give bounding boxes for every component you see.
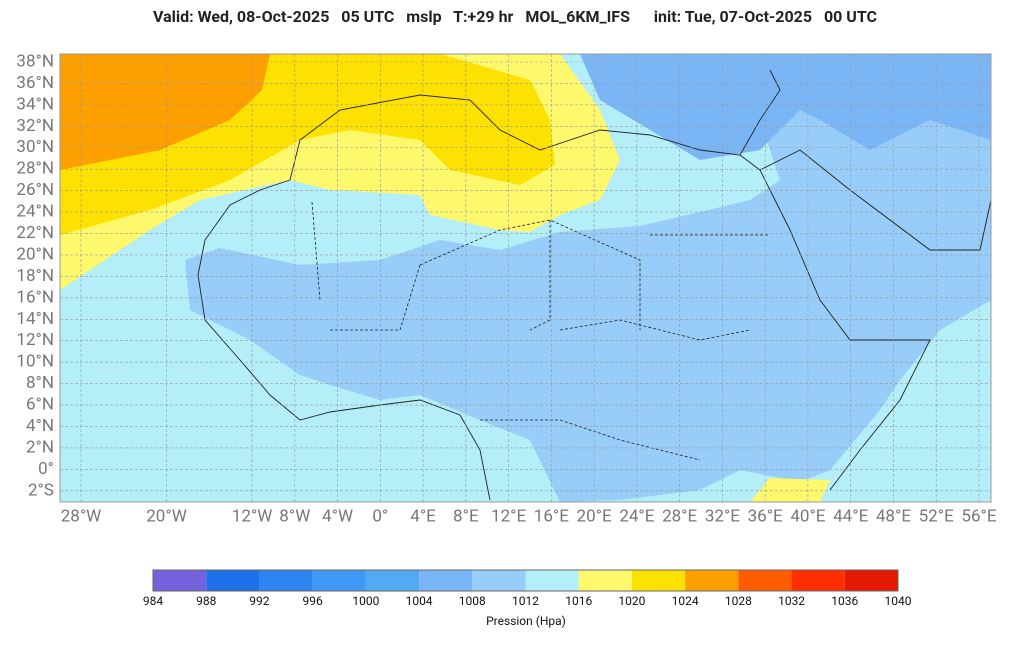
lat-label: 8°N [26,373,54,393]
colorbar-tick-label: 1012 [512,594,539,608]
title: Valid: Wed, 08-Oct-2025 05 UTC mslp T:+2… [153,7,877,26]
colorbar-swatch [844,570,898,591]
lat-label: 2°S [28,480,54,500]
colorbar-tick-label: 992 [249,594,269,608]
lon-label: 28°W [61,506,102,526]
lon-label: 28°E [662,506,697,526]
colorbar-swatch [472,570,526,591]
lon-label: 4°E [410,506,436,526]
colorbar-tick-label: 1016 [565,594,592,608]
lat-label: 32°N [16,116,54,136]
lat-label: 10°N [16,352,54,372]
colorbar-tick-label: 1008 [459,594,486,608]
lon-label: 20°E [577,506,612,526]
coastline [197,69,991,501]
lon-label: 36°E [748,506,783,526]
pressure-area [580,54,991,160]
colorbar: 984 988 992 996 1000 1004 1008 1012 1016 1020 1024… [143,569,912,608]
colorbar-tick-label: 1028 [725,594,752,608]
pressure-area [185,54,991,502]
lon-label: 40°E [790,506,825,526]
lon-label: 12°W [232,506,273,526]
colorbar-tick-label: 1020 [618,594,645,608]
lat-label: 38°N [16,51,54,71]
map [60,54,991,502]
colorbar-swatch [206,570,260,591]
lon-label: 8°E [453,506,479,526]
lon-label: 16°E [534,506,569,526]
colorbar-tick-label: 1032 [778,594,805,608]
colorbar-tick-label: 988 [196,594,216,608]
lon-label: 52°E [919,506,954,526]
borders [311,201,770,461]
colorbar-swatch [685,570,739,591]
lat-label: 6°N [26,395,54,415]
lat-label: 0° [38,459,54,479]
lon-label: 8°W [279,506,310,526]
map-border [59,53,992,503]
lon-label: 0° [372,506,388,526]
lat-label: 22°N [16,223,54,243]
colorbar-swatch [153,570,207,591]
colorbar-swatch [259,570,313,591]
colorbar-tick-label: 1004 [406,594,433,608]
colorbar-swatch [791,570,845,591]
colorbar-tick-label: 1036 [831,594,858,608]
lat-label: 14°N [16,309,54,329]
lon-label: 56°E [961,506,996,526]
lon-label: 32°E [705,506,740,526]
lat-label: 24°N [16,202,54,222]
colorbar-tick-label: 996 [303,594,323,608]
colorbar-tick-label: 1040 [885,594,912,608]
colorbar-swatch [525,570,579,591]
lat-label: 2°N [26,437,54,457]
lon-label: 12°E [491,506,526,526]
colorbar-label: Pression (Hpa) [486,614,566,628]
colorbar-border [152,569,899,592]
lat-label: 16°N [16,287,54,307]
colorbar-swatch [631,570,686,591]
lon-label: 44°E [833,506,868,526]
colorbar-tick-label: 1024 [672,594,699,608]
pressure-area [60,54,270,170]
colorbar-tick-label: 1000 [352,594,379,608]
colorbar-tick-label: 984 [143,594,163,608]
grid [60,54,991,502]
lat-label: 28°N [16,159,54,179]
colorbar-swatch [312,570,366,591]
colorbar-swatch [419,570,473,591]
colorbar-swatch [738,570,792,591]
lon-label: 4°W [322,506,353,526]
lat-label: 12°N [16,330,54,350]
lat-label: 36°N [16,73,54,93]
lat-label: 30°N [16,137,54,157]
pressure-area [750,478,830,502]
lon-label: 20°W [146,506,187,526]
colorbar-swatch [365,570,420,591]
lon-label: 48°E [876,506,911,526]
lat-label: 20°N [16,244,54,264]
lat-label: 26°N [16,180,54,200]
colorbar-swatch [578,570,632,591]
lon-label: 24°E [619,506,654,526]
lat-label: 34°N [16,94,54,114]
lat-label: 18°N [16,266,54,286]
lat-label: 4°N [26,416,54,436]
